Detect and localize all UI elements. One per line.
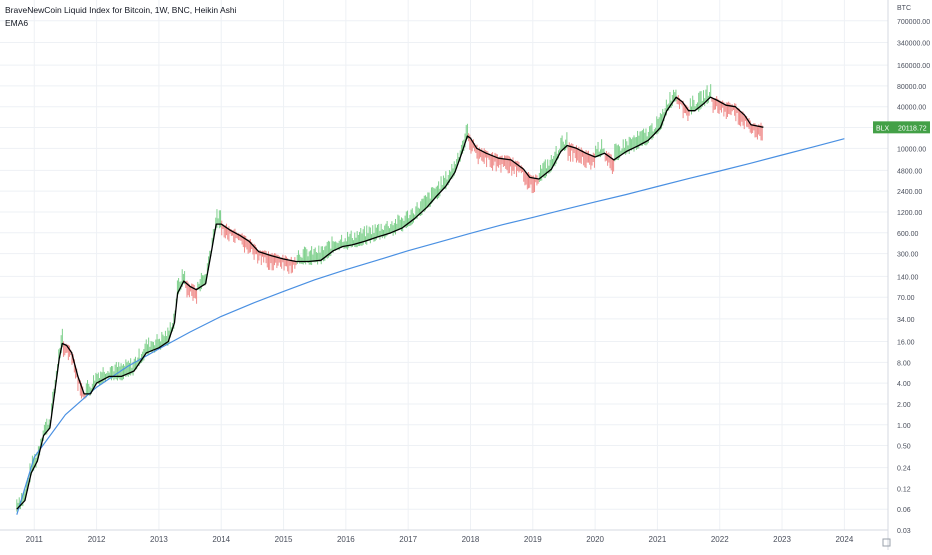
y-tick-label: 0.03 xyxy=(897,528,911,535)
x-tick-label: 2022 xyxy=(711,535,729,544)
y-tick-label: 4.00 xyxy=(897,381,911,388)
x-tick-label: 2023 xyxy=(773,535,791,544)
y-tick-label: 1200.00 xyxy=(897,210,922,217)
y-tick-label: 8.00 xyxy=(897,360,911,367)
y-tick-label: 80000.00 xyxy=(897,84,926,91)
x-tick-label: 2011 xyxy=(26,535,44,544)
x-tick-label: 2015 xyxy=(275,535,293,544)
x-tick-label: 2019 xyxy=(524,535,542,544)
y-tick-label: 0.50 xyxy=(897,444,911,451)
y-tick-label: 2400.00 xyxy=(897,189,922,196)
y-tick-label: 1.00 xyxy=(897,423,911,430)
y-tick-label: 40000.00 xyxy=(897,105,926,112)
x-tick-label: 2024 xyxy=(835,535,853,544)
y-tick-label: 600.00 xyxy=(897,231,919,238)
symbol-title: BraveNewCoin Liquid Index for Bitcoin, 1… xyxy=(5,5,237,15)
ema6-series-line xyxy=(16,96,764,510)
x-tick-label: 2020 xyxy=(586,535,604,544)
x-tick-label: 2021 xyxy=(649,535,667,544)
grip-box xyxy=(882,538,891,547)
y-tick-label: 70.00 xyxy=(897,295,915,302)
x-tick-label: 2014 xyxy=(212,535,230,544)
price-tag-value-box xyxy=(895,121,930,134)
y-tick-label: 140.00 xyxy=(897,274,919,281)
y-tick-label: 34.00 xyxy=(897,317,915,324)
y-tick-label: 700000.00 xyxy=(897,19,930,26)
x-tick-label: 2018 xyxy=(462,535,480,544)
y-tick-label: 160000.00 xyxy=(897,63,930,70)
x-tick-label: 2017 xyxy=(399,535,417,544)
chart-settings-grip-icon[interactable] xyxy=(882,538,891,547)
indicator-label-ema6[interactable]: EMA6 xyxy=(5,18,29,28)
x-tick-label: 2016 xyxy=(337,535,355,544)
x-tick-label: 2012 xyxy=(88,535,106,544)
y-tick-label: 2.00 xyxy=(897,402,911,409)
y-tick-label: 300.00 xyxy=(897,252,919,259)
y-tick-label: 10000.00 xyxy=(897,146,926,153)
price-tag-value: 20118.72 xyxy=(898,125,927,132)
x-tick-label: 2013 xyxy=(150,535,168,544)
price-tag-symbol-box xyxy=(873,121,895,134)
log-regression-curve xyxy=(16,138,845,515)
currency-label: BTC xyxy=(897,5,911,12)
last-price-tag: BLX 20118.72 xyxy=(873,121,930,134)
ema6-line xyxy=(16,96,764,510)
price-tag-symbol: BLX xyxy=(876,125,890,132)
grid xyxy=(0,0,888,531)
y-tick-label: 4800.00 xyxy=(897,168,922,175)
y-tick-label: 0.24 xyxy=(897,466,911,473)
y-tick-label: 0.12 xyxy=(897,486,911,493)
regression-curve-line xyxy=(16,138,845,515)
y-tick-label: 340000.00 xyxy=(897,40,930,47)
y-tick-label: 16.00 xyxy=(897,340,915,347)
y-tick-label: 0.06 xyxy=(897,507,911,514)
